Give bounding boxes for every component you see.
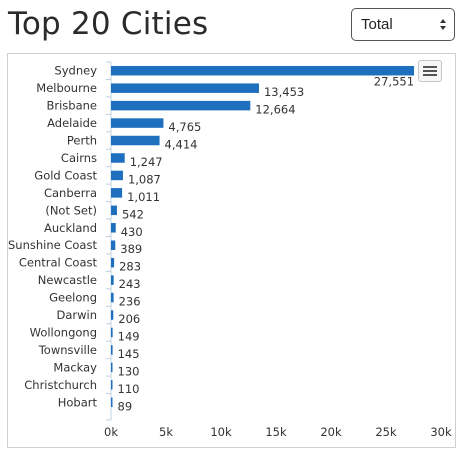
value-label: 542	[122, 207, 144, 221]
category-label: Wollongong	[30, 325, 97, 339]
x-tick-label: 0k	[104, 425, 118, 439]
bar[interactable]	[111, 275, 114, 285]
hamburger-menu-icon[interactable]	[418, 60, 442, 82]
category-label: (Not Set)	[45, 203, 97, 217]
value-label: 149	[118, 329, 140, 343]
value-label: 110	[118, 382, 140, 396]
value-label: 89	[118, 399, 133, 413]
category-label: Auckland	[44, 221, 97, 235]
bar[interactable]	[111, 83, 259, 93]
bar[interactable]	[111, 170, 123, 181]
bar[interactable]	[111, 292, 114, 303]
x-tick-label: 25k	[375, 425, 397, 439]
bar[interactable]	[111, 345, 113, 355]
x-tick-label: 15k	[265, 425, 287, 439]
x-tick-label: 10k	[210, 425, 232, 439]
value-label: 4,765	[168, 120, 201, 134]
bar[interactable]	[111, 240, 116, 250]
bar[interactable]	[111, 65, 415, 76]
category-label: Canberra	[44, 186, 97, 200]
metric-select[interactable]: Total	[351, 8, 455, 41]
category-label: Townsville	[38, 343, 97, 357]
value-label: 130	[118, 364, 140, 378]
category-label: Melbourne	[36, 81, 97, 95]
value-label: 145	[118, 347, 140, 361]
page-title: Top 20 Cities	[8, 6, 209, 42]
bar[interactable]	[111, 188, 123, 198]
value-label: 206	[118, 312, 140, 326]
category-label: Central Coast	[19, 256, 98, 270]
bar[interactable]	[111, 380, 113, 390]
value-label: 430	[121, 225, 143, 239]
category-label: Sunshine Coast	[8, 238, 97, 252]
value-label: 4,414	[165, 138, 198, 152]
bar[interactable]	[111, 310, 114, 320]
x-tick-label: 5k	[159, 425, 173, 439]
bar[interactable]	[111, 327, 113, 338]
bar[interactable]	[111, 223, 116, 233]
x-tick-label: 20k	[320, 425, 342, 439]
category-label: Brisbane	[46, 99, 97, 113]
category-label: Perth	[67, 134, 97, 148]
bar[interactable]	[111, 205, 117, 216]
category-label: Mackay	[53, 360, 97, 374]
bar[interactable]	[111, 153, 125, 163]
metric-select-value: Total	[361, 16, 393, 33]
value-label: 1,011	[127, 190, 160, 204]
category-label: Gold Coast	[34, 168, 97, 182]
bar[interactable]	[111, 397, 113, 408]
value-label: 243	[119, 277, 141, 291]
category-label: Christchurch	[24, 378, 97, 392]
value-label: 1,087	[128, 172, 161, 186]
bar[interactable]	[111, 100, 251, 111]
value-label: 389	[120, 242, 142, 256]
category-label: Adelaide	[47, 116, 97, 130]
value-label: 1,247	[130, 155, 163, 169]
bar[interactable]	[111, 135, 160, 146]
category-label: Hobart	[58, 395, 98, 409]
value-label: 236	[119, 295, 141, 309]
x-tick-label: 30k	[430, 425, 452, 439]
category-label: Sydney	[54, 64, 97, 78]
bar[interactable]	[111, 118, 164, 128]
value-label: 283	[119, 260, 141, 274]
chart-panel	[7, 53, 456, 448]
value-label: 12,664	[255, 103, 295, 117]
chevron-up-down-icon	[440, 19, 446, 30]
bar[interactable]	[111, 257, 115, 268]
value-label: 13,453	[264, 85, 304, 99]
value-label: 27,551	[374, 75, 414, 89]
category-label: Cairns	[61, 151, 97, 165]
bar[interactable]	[111, 362, 113, 373]
category-label: Geelong	[49, 291, 97, 305]
category-label: Darwin	[56, 308, 97, 322]
category-label: Newcastle	[38, 273, 97, 287]
